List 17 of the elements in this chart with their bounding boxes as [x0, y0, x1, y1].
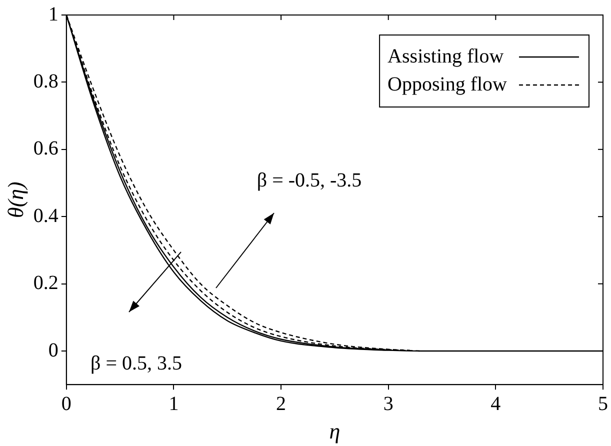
legend-label: Opposing flow	[388, 73, 508, 96]
annotation: β = -0.5, -3.5	[256, 170, 362, 192]
y-tick-label: 0	[48, 339, 58, 362]
y-tick-label: 0.2	[33, 272, 58, 294]
y-tick-label: 0.6	[33, 138, 58, 160]
y-axis-title: θ(η)	[2, 182, 28, 218]
legend-label: Assisting flow	[388, 45, 504, 68]
x-tick-label: 3	[383, 392, 394, 415]
x-tick-label: 5	[598, 392, 608, 415]
x-tick-label: 1	[168, 392, 179, 415]
x-tick-label: 4	[490, 392, 501, 415]
x-axis-title: η	[329, 418, 340, 444]
y-tick-label: 0.4	[33, 204, 58, 227]
y-tick-label: 1	[48, 3, 58, 26]
y-tick-label: 0.8	[33, 70, 58, 92]
annotation: β = 0.5, 3.5	[90, 352, 182, 375]
x-tick-label: 2	[276, 392, 286, 415]
